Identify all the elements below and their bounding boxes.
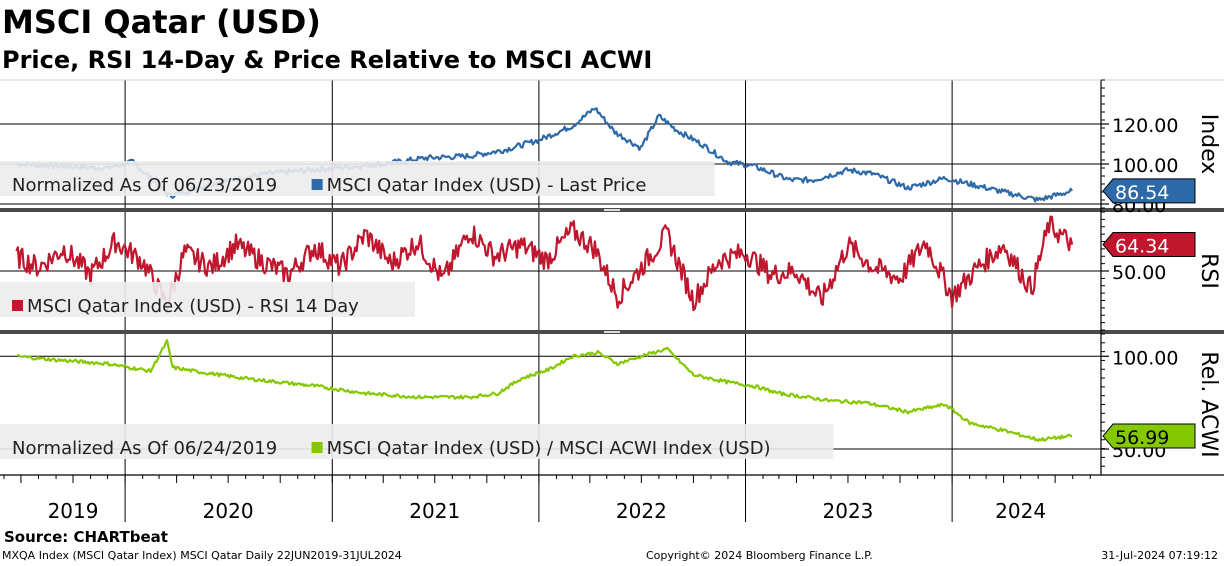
legend-price: Normalized As Of 06/23/2019 MSCI Qatar In… [0,161,715,196]
last-value-tag [1102,178,1196,204]
x-tick-label: 2020 [203,499,254,523]
last-value-label: 56.99 [1115,427,1169,449]
series-lines [15,107,1074,442]
legend-note: Normalized As Of 06/23/2019 [12,175,277,196]
panel-frame [0,79,1224,476]
series-line-rsi [15,215,1074,312]
last-value-label: 86.54 [1115,182,1169,204]
timestamp: 31-Jul-2024 07:19:12 [1101,549,1218,562]
legend-rsi: MSCI Qatar Index (USD) - RSI 14 Day [0,282,415,317]
y-axis-title: RSI [1196,253,1221,289]
x-tick-label: 2021 [409,499,460,523]
legend-swatch [311,442,323,453]
y-axis-title: Index [1196,114,1221,175]
y-axis: 80.00100.00120.0086.54Index50.0064.34RSI… [1101,79,1221,476]
legend-background [0,282,415,317]
x-axis: 2019 2020 2021 2022 2023 2024 [3,475,1091,523]
chart-subtitle: Price, RSI 14-Day & Price Relative to MS… [2,46,653,74]
y-tick-label: 100.00 [1112,347,1178,369]
legend-series-label: MSCI Qatar Index (USD) - RSI 14 Day [27,296,359,317]
y-tick-label: 120.00 [1112,115,1178,137]
x-tick-label: 2023 [823,499,874,523]
x-tick-label: 2019 [48,499,99,523]
y-axis-title: Rel. ACWI [1196,351,1221,457]
series-line-relative [16,339,1073,442]
legends: Normalized As Of 06/23/2019 MSCI Qatar In… [0,161,834,459]
chart-title: MSCI Qatar (USD) [2,3,321,41]
legend-swatch [311,179,323,190]
ticker-info: MXQA Index (MSCI Qatar Index) MSCI Qatar… [2,549,402,562]
legend-relative: Normalized As Of 06/24/2019 MSCI Qatar In… [0,424,834,459]
x-tick-label: 2022 [616,499,667,523]
source-note: Source: CHARTbeat [4,528,168,546]
last-value-label: 64.34 [1115,236,1169,258]
legend-series-label: MSCI Qatar Index (USD) / MSCI ACWI Index… [327,438,771,459]
last-value-tag [1102,423,1196,449]
legend-note: Normalized As Of 06/24/2019 [12,438,277,459]
legend-series-label: MSCI Qatar Index (USD) - Last Price [327,175,647,196]
x-tick-label: 2024 [995,499,1046,523]
separator-grip [604,209,620,211]
y-tick-label: 50.00 [1112,262,1166,284]
legend-background [0,424,834,459]
legend-background [0,161,715,196]
separator-grip [604,331,620,333]
legend-swatch [12,300,23,311]
copyright: Copyright© 2024 Bloomberg Finance L.P. [646,549,873,562]
y-tick-label: 100.00 [1112,155,1178,177]
last-value-tag [1102,232,1196,258]
